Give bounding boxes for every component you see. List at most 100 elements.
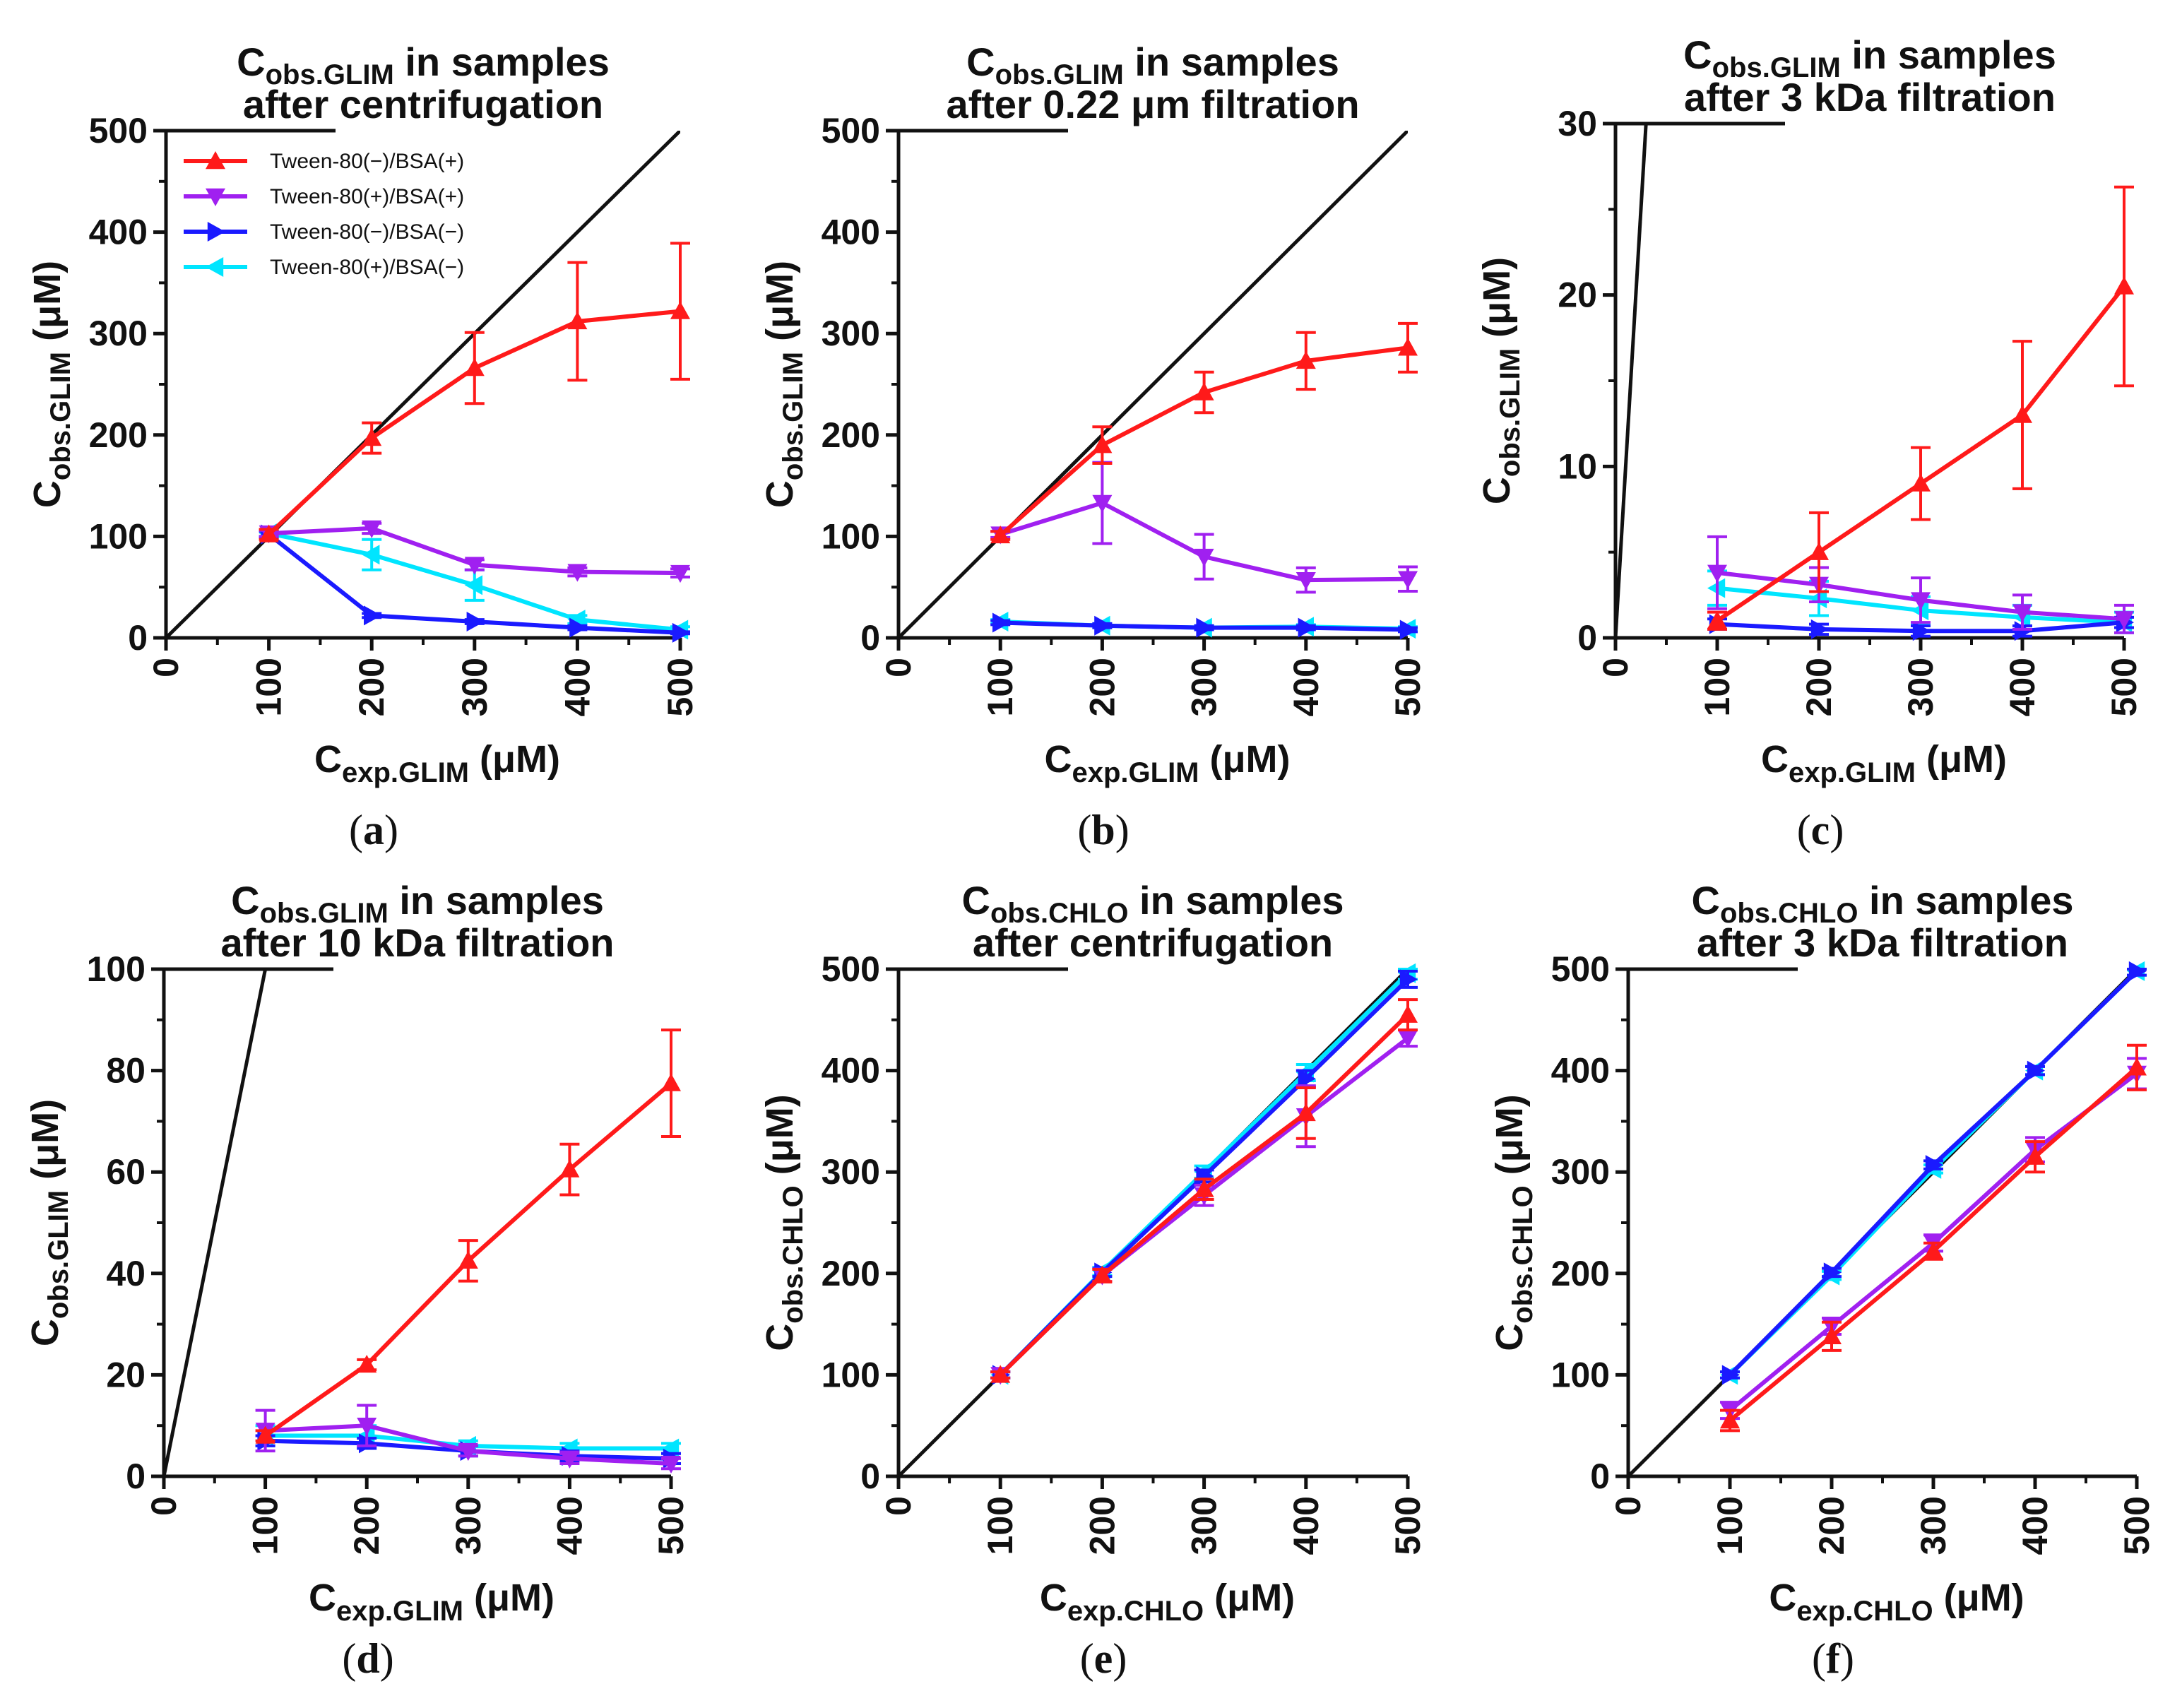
panel-a-data-point <box>466 612 485 632</box>
panel-e-data-point <box>1196 1166 1214 1186</box>
panel-b-title-line2: after 0.22 μm filtration <box>946 82 1359 126</box>
panel-b-xlabel: Cexp.GLIM (μM) <box>1044 738 1290 788</box>
panel-f-data-point <box>2025 1146 2045 1165</box>
panel-e-ytick-label: 200 <box>822 1254 880 1293</box>
panel-f-title-line1: Cobs.CHLO in samples <box>1691 878 2073 929</box>
panel-a-ylabel: Cobs.GLIM (μM) <box>26 261 76 508</box>
panel-f-data-point <box>1923 1241 1943 1259</box>
panel-c-label: (c) <box>1797 807 1844 853</box>
panel-f-xtick-label: 400 <box>2015 1496 2055 1555</box>
panel-f-data-point <box>1720 1411 1740 1429</box>
panel-e-data-point <box>1298 1069 1316 1089</box>
panel-b-xtick-label: 500 <box>1388 658 1428 716</box>
panel-d-ytick-label: 20 <box>106 1355 146 1394</box>
panel-b-data-point <box>990 525 1011 544</box>
panel-e-data-point <box>1092 1265 1113 1283</box>
panel-d-label: (d) <box>342 1635 393 1682</box>
panel-a-ytick-label: 400 <box>89 213 148 252</box>
panel-a-data-point <box>670 301 690 319</box>
legend-marker <box>207 222 225 242</box>
panel-b-data-point <box>1196 617 1214 638</box>
panel-e-ylabel: Cobs.CHLO (μM) <box>759 1094 809 1351</box>
panel-f-ytick-label: 300 <box>1551 1152 1610 1192</box>
panel-f-xlabel: Cexp.CHLO (μM) <box>1769 1577 2024 1627</box>
panel-c-title-line2: after 3 kDa filtration <box>1684 75 2056 119</box>
panel-f-xtick-label: 0 <box>1608 1496 1648 1516</box>
panel-f-data-point <box>2127 1057 2147 1076</box>
panel-c-ylabel: Cobs.GLIM (μM) <box>1476 257 1526 504</box>
panel-b-data-point <box>992 612 1011 633</box>
panel-c-data-point <box>1912 621 1931 641</box>
panel-a-data-point <box>362 428 382 446</box>
panel-d-ytick-label: 0 <box>126 1457 146 1496</box>
panel-d-data-point <box>559 1450 580 1469</box>
panel-a-data-point <box>362 545 380 565</box>
panel-d-ytick-label: 100 <box>87 949 146 989</box>
panel-b-ytick-label: 500 <box>822 111 880 150</box>
panel-e-data-point <box>1398 1030 1418 1048</box>
panel-a-ytick-label: 100 <box>89 516 148 556</box>
panel-b-ytick-label: 300 <box>822 314 880 353</box>
panel-e-data-point <box>990 1365 1011 1383</box>
panel-b-xtick-label: 100 <box>980 658 1020 716</box>
panel-c-xtick-label: 400 <box>2003 658 2042 716</box>
panel-e-xlabel: Cexp.CHLO (μM) <box>1040 1577 1295 1627</box>
panel-c-data-point <box>2012 405 2032 423</box>
panel-e-data-point <box>1399 969 1418 990</box>
panel-a-data-point <box>567 564 588 582</box>
legend-marker <box>206 151 225 170</box>
panel-b-series-t80pos_bsapos <box>990 461 1418 594</box>
panel-d-xtick-label: 300 <box>449 1496 488 1555</box>
panel-e-xtick-label: 500 <box>1388 1496 1428 1555</box>
panel-d-title-line2: after 10 kDa filtration <box>220 920 614 965</box>
panel-f-data-point <box>1721 1365 1740 1385</box>
panel-c-xtick-label: 300 <box>1901 658 1940 716</box>
panel-b-ytick-label: 200 <box>822 415 880 455</box>
legend: Tween-80(−)/BSA(+) Tween-80(+)/BSA(+) Twee… <box>184 150 464 279</box>
panel-a-identity-line <box>166 131 680 638</box>
panel-b-ytick-label: 400 <box>822 213 880 252</box>
panel-c-title-line1: Cobs.GLIM in samples <box>1683 32 2056 83</box>
panel-a-title-line2: after centrifugation <box>243 82 603 126</box>
legend-label: Tween-80(−)/BSA(−) <box>270 220 464 244</box>
legend-label: Tween-80(+)/BSA(−) <box>270 256 464 279</box>
legend-label: Tween-80(−)/BSA(+) <box>270 150 464 173</box>
panel-a-data-point <box>464 557 485 575</box>
panel-e-series-t80neg_bsapos <box>990 998 1418 1383</box>
panel-c-ytick-label: 0 <box>1577 618 1597 658</box>
panel-e-title-line2: after centrifugation <box>973 920 1333 965</box>
panel-d-xtick-label: 500 <box>651 1496 691 1555</box>
panel-e-data-point <box>1398 1004 1418 1023</box>
panel-b-data-point <box>1194 548 1214 567</box>
panel-c-data-point <box>1911 592 1931 610</box>
panel-c-ytick-label: 20 <box>1558 275 1597 315</box>
panel-b-identity-line <box>899 131 1408 638</box>
panel-b-title-line1: Cobs.GLIM in samples <box>966 40 1339 90</box>
panel-a-data-point <box>569 617 588 638</box>
panel-c-data-point <box>1707 564 1727 583</box>
panel-c-data-point <box>1707 610 1727 629</box>
panel-d-xlabel: Cexp.GLIM (μM) <box>309 1577 555 1627</box>
panel-b-ytick-label: 100 <box>822 516 880 556</box>
panel-f-data-point <box>1925 1155 1943 1175</box>
panel-f-label: (f) <box>1812 1635 1854 1682</box>
panel-a-data-point <box>567 311 588 330</box>
panel-c-data-point <box>2012 604 2032 622</box>
panel-b-data-point <box>1194 382 1214 401</box>
panel-c-data-point <box>2014 621 2032 641</box>
panel-a-data-point <box>259 524 279 542</box>
panel-f-xtick-label: 200 <box>1812 1496 1851 1555</box>
panel-f-series-t80neg_bsaneg <box>1720 961 2147 1385</box>
panel-b-series-t80neg_bsapos <box>990 321 1418 544</box>
panel-f-xtick-label: 300 <box>1914 1496 1953 1555</box>
panel-a-data-point <box>672 622 690 643</box>
panel-c-xlabel: Cexp.GLIM (μM) <box>1761 738 2007 788</box>
panel-e-xtick-label: 0 <box>879 1496 918 1516</box>
panel-a-data-point <box>364 605 382 626</box>
panel-f-ytick-label: 500 <box>1551 949 1610 989</box>
panel-a-data-point <box>464 358 485 376</box>
